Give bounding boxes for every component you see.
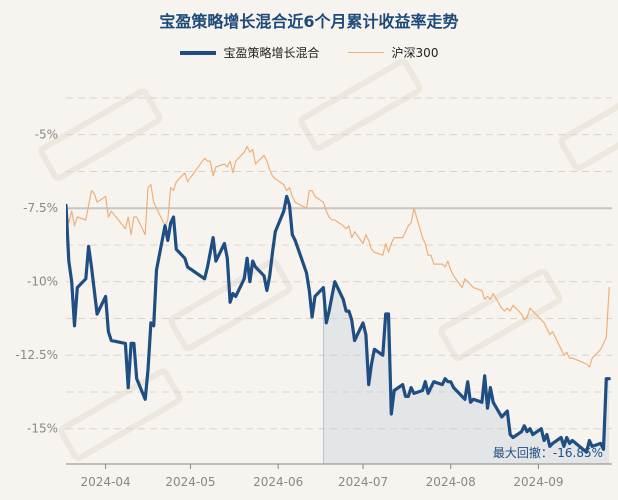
x-tick-label-3: 2024-07 <box>338 475 388 489</box>
legend-label-hs300: 沪深300 <box>391 46 439 60</box>
chart-title: 宝盈策略增长混合近6个月累计收益率走势 <box>159 12 459 31</box>
axes <box>66 463 612 469</box>
series-line-0 <box>66 194 611 454</box>
x-tick-label-5: 2024-09 <box>513 475 563 489</box>
x-tick-label-1: 2024-05 <box>165 475 215 489</box>
watermark-shape-3 <box>168 258 293 351</box>
series-line-1 <box>66 145 610 368</box>
x-tick-label-4: 2024-08 <box>426 475 476 489</box>
watermark-layer <box>38 58 618 461</box>
watermark-shape-5 <box>58 368 183 461</box>
legend-swatch-fund <box>179 50 216 55</box>
series-lines <box>66 145 611 454</box>
tick-labels: 2024-04 2024-05 2024-06 2024-07 2024-08 2024-… <box>16 128 603 489</box>
legend-swatch-hs300 <box>347 52 384 53</box>
drawdown-area <box>322 281 610 464</box>
y-tick-label-1: -7.5% <box>23 201 58 215</box>
watermark-shape-0 <box>38 88 163 181</box>
y-tick-label-3: -12.5% <box>16 348 58 362</box>
y-tick-label-0: -5% <box>35 128 58 142</box>
watermark-shape-2 <box>558 78 618 171</box>
x-tick-label-0: 2024-04 <box>81 475 131 489</box>
legend: 宝盈策略增长混合 沪深300 <box>0 44 618 61</box>
drawdown-fill <box>323 281 610 464</box>
y-tick-label-4: -15% <box>27 422 58 436</box>
watermark-shape-1 <box>298 58 423 151</box>
max-drawdown-annotation: 最大回撤：-16.85% <box>493 445 603 460</box>
watermark-shape-4 <box>438 268 563 361</box>
y-tick-label-2: -10% <box>27 275 58 289</box>
legend-label-fund: 宝盈策略增长混合 <box>223 46 320 60</box>
legend-item-hs300[interactable]: 沪深300 <box>347 44 439 61</box>
legend-item-fund[interactable]: 宝盈策略增长混合 <box>179 44 320 61</box>
x-tick-label-2: 2024-06 <box>253 475 303 489</box>
